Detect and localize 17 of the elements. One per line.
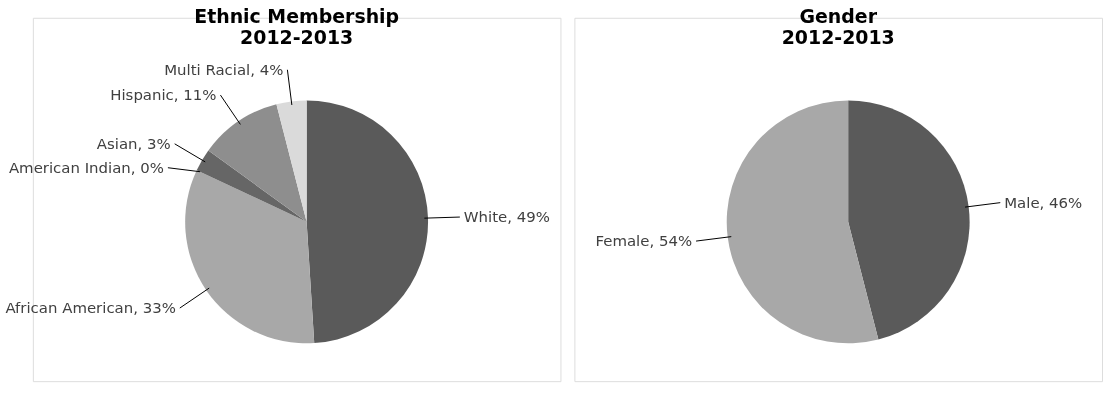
slice-label: Asian, 3% <box>96 134 171 153</box>
pie-slice <box>726 100 879 344</box>
slice-label: Female, 54% <box>595 232 693 251</box>
legend-label: American Indian, 0% <box>8 158 164 177</box>
pie-slice <box>185 170 315 344</box>
pie-slice <box>276 100 307 222</box>
slice-label: African American, 33% <box>5 299 176 318</box>
pie-slice <box>306 100 428 344</box>
slice-label: Hispanic, 11% <box>110 86 217 105</box>
chart-title: Ethnic Membership 2012-2013 <box>194 4 400 48</box>
slice-label: Male, 46% <box>1004 193 1083 212</box>
slice-label: White, 49% <box>463 208 550 227</box>
pie-slice <box>196 150 307 222</box>
pie-slice <box>208 104 307 222</box>
chart-title: Gender 2012-2013 <box>781 4 895 48</box>
pie-slice <box>848 100 970 340</box>
slice-label: Multi Racial, 4% <box>164 60 284 79</box>
